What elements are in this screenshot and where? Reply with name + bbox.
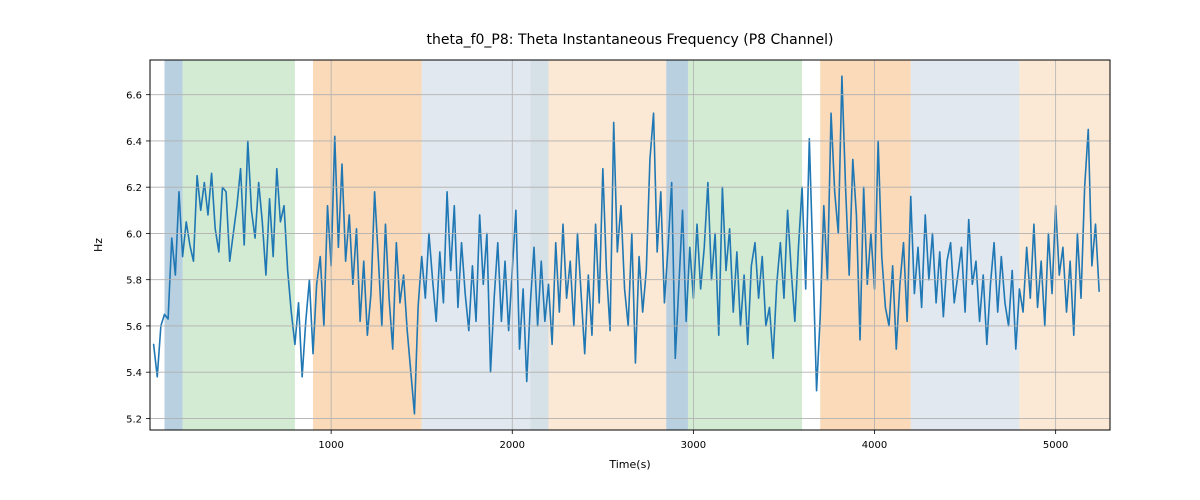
y-tick-label: 5.2 — [126, 414, 142, 425]
y-tick-label: 6.0 — [126, 229, 142, 240]
y-tick-label: 6.4 — [126, 137, 142, 148]
y-tick-label: 5.4 — [126, 368, 142, 379]
x-tick-label: 5000 — [1043, 440, 1068, 451]
x-tick-label: 4000 — [862, 440, 887, 451]
chart-title: theta_f0_P8: Theta Instantaneous Frequen… — [427, 32, 834, 48]
x-axis-label: Time(s) — [608, 458, 650, 471]
y-tick-label: 5.8 — [126, 276, 142, 287]
x-tick-label: 3000 — [681, 440, 706, 451]
line-chart: 1000 2000 3000 4000 5000 5.2 5.4 5.6 5.8 6.0 6.2 6.… — [0, 0, 1200, 500]
region-band — [183, 60, 295, 430]
region-band — [164, 60, 182, 430]
y-tick-label: 5.6 — [126, 322, 142, 333]
y-axis-label: Hz — [92, 238, 105, 252]
y-tick-label: 6.2 — [126, 183, 142, 194]
y-tick-label: 6.6 — [126, 91, 142, 102]
region-band — [666, 60, 688, 430]
x-tick-label: 2000 — [500, 440, 525, 451]
x-tick-label: 1000 — [318, 440, 343, 451]
region-band — [530, 60, 548, 430]
region-band — [548, 60, 666, 430]
